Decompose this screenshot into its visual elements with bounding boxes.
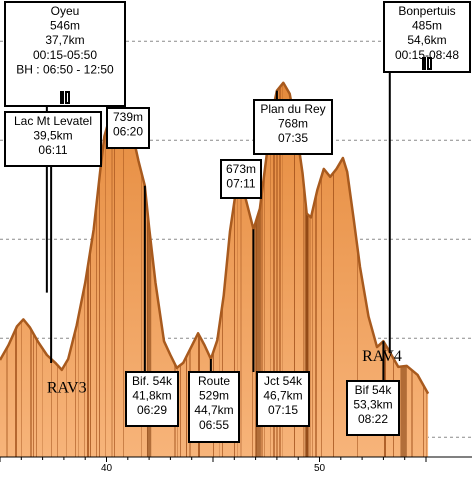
shade-stripe: [237, 82, 238, 457]
marker-text: 485m: [412, 19, 442, 33]
shade-stripe: [315, 82, 317, 457]
marker-box-frame: [125, 371, 179, 427]
shade-stripe: [294, 82, 295, 457]
x-axis: 40 50: [0, 456, 472, 480]
shade-stripe: [279, 82, 281, 457]
marker-text: 529m: [199, 389, 229, 403]
marker-box-frame: [253, 99, 333, 155]
marker-text: Route: [198, 374, 230, 388]
marker-text: 54,6km: [407, 33, 446, 47]
shade-stripe: [96, 82, 97, 457]
shade-stripe: [99, 82, 100, 457]
marker-text: 06:20: [113, 125, 143, 139]
elevation-line: [0, 81, 430, 395]
shade-stripe: [333, 82, 334, 457]
marker-text: 53,3km: [353, 398, 392, 412]
marker-text: Bonpertuis: [398, 4, 455, 18]
shade-stripe: [180, 82, 181, 457]
marker-text: 06:11: [38, 143, 67, 157]
fork-icon: [60, 91, 64, 104]
marker-text: 39,5km: [33, 129, 72, 143]
marker-text: 41,8km: [132, 389, 171, 403]
marker-text: 46,7km: [263, 389, 302, 403]
knife-icon: [65, 91, 70, 104]
marker-text: Jct 54k: [264, 374, 303, 388]
shade-stripe: [186, 82, 187, 457]
elevation-outline: [0, 81, 430, 395]
marker-text: Lac Mt Levatel: [14, 114, 92, 128]
marker-text: Oyeu: [51, 4, 80, 18]
fork-icon: [422, 57, 426, 70]
shade-stripe: [141, 82, 142, 457]
marker-text: 673m: [226, 162, 256, 176]
shade-stripe: [111, 82, 113, 457]
axis-background: [0, 457, 472, 480]
marker-box-frame: [4, 1, 126, 107]
marker-text: 07:11: [226, 177, 255, 191]
shade-stripe: [90, 82, 91, 457]
marker-text: 08:22: [358, 412, 388, 426]
marker-box-frame: [188, 371, 240, 443]
marker-box-frame: [256, 371, 310, 427]
marker-text: 546m: [50, 19, 80, 33]
marker-text: 06:29: [137, 403, 167, 417]
fork-knife-icon: [422, 57, 432, 70]
shade-stripe: [261, 82, 263, 457]
marker-box-frame: [106, 107, 150, 149]
knife-icon: [427, 57, 432, 70]
shade-stripe: [270, 82, 271, 457]
shade-stripe: [282, 82, 283, 457]
marker-text: 07:15: [268, 403, 298, 417]
marker-text: 37,7km: [45, 33, 84, 47]
x-tick-label: 40: [101, 463, 113, 474]
marker-text: 44,7km: [194, 403, 233, 417]
checkpoint-label: RAV4: [362, 348, 402, 365]
shade-stripe: [312, 82, 313, 457]
marker-box-frame: [4, 111, 102, 167]
shade-band: [255, 82, 261, 457]
shade-stripe: [276, 82, 278, 457]
marker-text: 768m: [278, 117, 308, 131]
marker-text: 739m: [113, 110, 143, 124]
shade-band: [146, 82, 152, 457]
marker-box-frame: [220, 159, 262, 199]
shade-stripe: [240, 82, 242, 457]
shade-band: [304, 82, 309, 457]
fork-knife-icon: [60, 91, 70, 104]
shade-stripe: [303, 82, 304, 457]
shade-stripe: [123, 82, 124, 457]
marker-text: BH : 06:50 - 12:50: [16, 62, 114, 76]
marker-text: 07:35: [278, 131, 308, 145]
checkpoint-label: RAV3: [47, 380, 87, 397]
marker-text: 00:15-05:50: [33, 48, 97, 62]
shade-stripe: [273, 82, 275, 457]
marker-text: 00:15-08:48: [395, 48, 459, 62]
shade-stripe: [105, 82, 106, 457]
shade-stripe: [309, 82, 311, 457]
marker-text: 06:55: [199, 418, 229, 432]
shade-stripe: [234, 82, 235, 457]
marker-text: Bif 54k: [355, 383, 393, 397]
shade-stripe: [357, 82, 358, 457]
shade-stripe: [264, 82, 265, 457]
shade-stripe: [321, 82, 322, 457]
x-tick-label: 50: [314, 463, 326, 474]
shade-stripe: [114, 82, 115, 457]
marker-box-frame: [346, 380, 400, 436]
marker-text: Bif. 54k: [132, 374, 173, 388]
marker-text: Plan du Rey: [260, 102, 325, 116]
